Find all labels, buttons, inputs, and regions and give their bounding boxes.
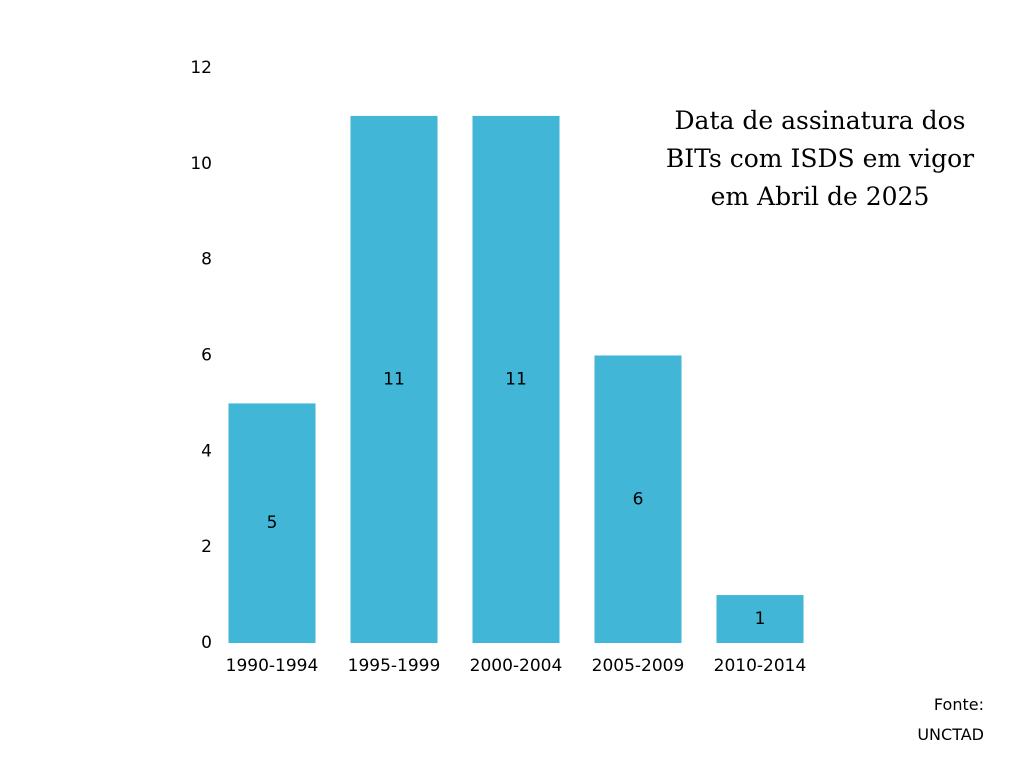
y-tick-label: 10	[190, 154, 212, 174]
bar	[472, 115, 560, 643]
x-tick-label: 2000-2004	[470, 656, 563, 676]
bar-value-label: 6	[633, 489, 644, 509]
y-tick-label: 12	[190, 58, 212, 78]
bar-value-label: 1	[755, 609, 766, 629]
bar-value-label: 11	[505, 369, 527, 389]
source-label: Fonte:	[933, 695, 984, 714]
bar	[594, 355, 682, 643]
bar-value-label: 11	[383, 369, 405, 389]
source-name: UNCTAD	[917, 725, 984, 744]
chart-title-line-2: BITs com ISDS em vigor	[665, 144, 975, 173]
bar	[228, 403, 316, 643]
chart-title-line-1: Data de assinatura dos	[674, 106, 966, 135]
y-axis: 0 2 4 6 8 10 12	[190, 58, 212, 653]
bar-value-label: 5	[267, 513, 278, 533]
y-tick-label: 0	[201, 633, 212, 653]
source-note: Fonte: UNCTAD	[917, 690, 984, 750]
y-tick-label: 4	[201, 441, 212, 461]
x-tick-label: 2010-2014	[714, 656, 807, 676]
y-tick-label: 8	[201, 250, 212, 270]
y-tick-label: 6	[201, 346, 212, 366]
chart-title-line-3: em Abril de 2025	[710, 182, 930, 211]
bar	[350, 115, 438, 643]
x-axis: 1990-1994 1995-1999 2000-2004 2005-2009 2010…	[226, 656, 807, 676]
y-tick-label: 2	[201, 537, 212, 557]
x-tick-label: 2005-2009	[592, 656, 685, 676]
x-tick-label: 1990-1994	[226, 656, 319, 676]
x-tick-label: 1995-1999	[348, 656, 441, 676]
chart-title: Data de assinatura dos BITs com ISDS em …	[640, 102, 1000, 216]
bar-series: 5 11 11 6 1	[228, 115, 804, 643]
bar	[716, 595, 804, 643]
